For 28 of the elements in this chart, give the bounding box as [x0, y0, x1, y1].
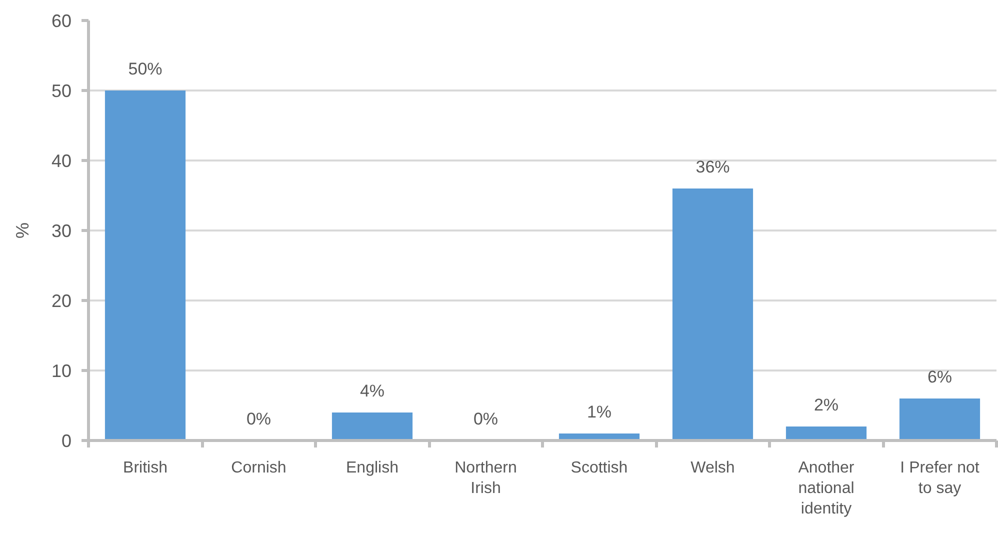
data-label: 0%: [473, 410, 498, 428]
data-label: 36%: [696, 158, 730, 176]
data-label: 50%: [128, 60, 162, 78]
data-label: 2%: [814, 396, 839, 414]
bar: [899, 398, 980, 440]
x-tick-label: I Prefer not to say: [900, 460, 980, 497]
y-tick-label: 30: [51, 221, 72, 241]
bar: [332, 412, 413, 440]
bar: [104, 90, 186, 440]
y-tick-label: 50: [51, 81, 72, 101]
data-label: 6%: [927, 368, 952, 386]
data-label: 0%: [246, 410, 272, 428]
bar: [672, 188, 754, 440]
data-label: 4%: [360, 382, 385, 400]
x-tick-label: British: [123, 460, 168, 476]
y-tick-label: 0: [61, 431, 72, 451]
x-tick-label: Northern Irish: [454, 460, 517, 497]
y-tick-label: 40: [51, 151, 72, 171]
x-tick-label: Welsh: [690, 460, 735, 476]
data-label: 1%: [586, 402, 612, 422]
y-tick-label: 60: [51, 11, 72, 31]
y-tick-label: 10: [51, 361, 72, 381]
y-tick-label: 20: [51, 291, 72, 311]
x-tick-label: Scottish: [570, 460, 628, 476]
y-axis-title: %: [12, 222, 32, 238]
x-tick-label: English: [346, 460, 398, 476]
x-tick-label: Cornish: [231, 460, 286, 476]
x-tick-label: Another national identity: [798, 460, 855, 518]
